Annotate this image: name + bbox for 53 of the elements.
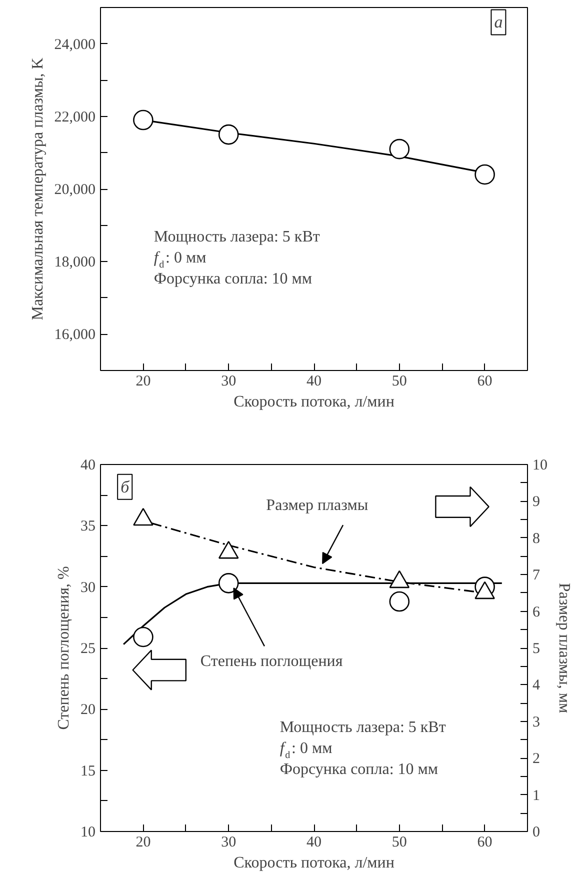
y2-tick-label: 4 (532, 678, 540, 694)
point (389, 138, 410, 160)
x-tick-label: 60 (477, 374, 492, 390)
x-axis-title: Скорость потока, л/мин (234, 854, 395, 872)
y2-tick-label: 9 (532, 494, 540, 510)
y2-tick-label: 8 (532, 530, 540, 547)
x-tick-label: 20 (136, 834, 151, 850)
y-tick-label: 24,000 (54, 36, 96, 53)
y-tick-label: 35 (80, 518, 96, 535)
y2-tick-label: 10 (532, 458, 548, 474)
y-tick-label: 40 (80, 458, 96, 474)
point (218, 573, 239, 594)
y-tick-label: 18,000 (54, 254, 96, 271)
y-tick-label: 22,000 (54, 109, 96, 126)
y2-tick-label: 5 (532, 641, 540, 657)
x-tick-label: 30 (221, 374, 236, 390)
y2-tick-label: 0 (532, 824, 540, 840)
x-tick-label: 40 (306, 374, 322, 390)
point (218, 124, 239, 145)
y2-axis-title: Размер плазмы, мм (556, 582, 572, 714)
y-tick-label: 25 (80, 641, 96, 657)
annotation: Мощность лазера: 5 кВт (154, 228, 320, 246)
annotation: а (494, 12, 503, 32)
y-tick-label: 16,000 (54, 327, 96, 344)
y-axis-title: Степень поглощения, % (56, 566, 72, 730)
x-tick-label: 50 (392, 834, 407, 850)
x-axis-title: Скорость потока, л/мин (234, 394, 395, 410)
x-tick-label: 20 (136, 374, 151, 390)
y2-tick-label: 1 (532, 788, 540, 804)
x-tick-label: 40 (306, 834, 322, 850)
annotation: б (120, 477, 130, 496)
point (133, 110, 154, 130)
x-tick-label: 60 (477, 834, 492, 850)
annotation: Форсунка сопла: 10 мм (280, 761, 438, 778)
text: Размер плазмы (266, 497, 368, 514)
y-tick-label: 10 (80, 824, 96, 840)
text: Степень поглощения (200, 653, 344, 670)
y2-tick-label: 6 (532, 604, 540, 620)
x-tick-label: 30 (221, 834, 236, 850)
point (389, 591, 410, 612)
y-tick-label: 20 (80, 702, 96, 718)
annotation: Мощность лазера: 5 кВт (280, 719, 446, 736)
point (474, 164, 495, 185)
point (133, 626, 154, 648)
y-tick-label: 15 (80, 763, 96, 780)
annotation: Форсунка сопла: 10 мм (154, 270, 312, 288)
y2-tick-label: 2 (532, 751, 540, 768)
y-tick-label: 20,000 (54, 182, 96, 198)
x-tick-label: 50 (392, 374, 407, 390)
y-tick-label: 30 (80, 580, 96, 596)
y2-tick-label: 3 (532, 714, 540, 730)
y2-tick-label: 7 (532, 568, 540, 584)
y-axis-title: Максимальная температура плазмы, K (29, 57, 46, 320)
